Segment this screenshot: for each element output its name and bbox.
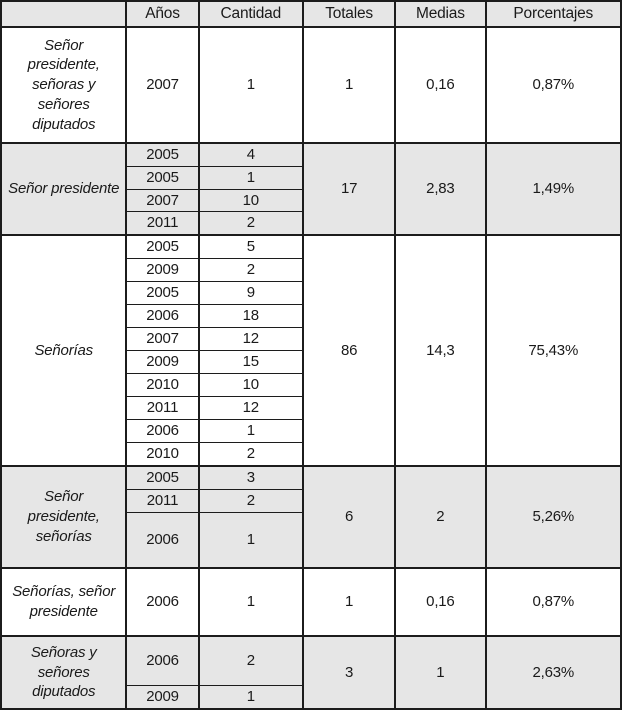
- totals-cell: 86: [301, 234, 397, 467]
- quantity-cell: 1: [197, 418, 304, 443]
- header-cantidad: Cantidad: [197, 0, 304, 28]
- header-row: Años Cantidad Totales Medias Porcentajes: [0, 0, 622, 28]
- header-anos: Años: [125, 0, 200, 28]
- quantity-cell: 15: [197, 349, 304, 374]
- totals-cell: 1: [301, 26, 397, 144]
- totals-cell: 17: [301, 141, 397, 237]
- year-cell: 2005: [125, 464, 200, 490]
- totals-cell: 6: [301, 464, 397, 570]
- percentage-cell: 0,87%: [484, 567, 622, 638]
- year-cell: 2007: [125, 26, 200, 144]
- table-row: Señorías, señor presidente 2006 1 1 0,16 0,87…: [0, 567, 622, 638]
- quantity-cell: 1: [197, 165, 304, 190]
- table-header: Años Cantidad Totales Medias Porcentajes: [0, 0, 622, 28]
- medias-cell: 1: [394, 635, 487, 711]
- table-row: Señor presidente, señorías 2005 3 6 2 5,26%: [0, 464, 622, 570]
- year-cell: 2006: [125, 303, 200, 328]
- year-cell: 2009: [125, 257, 200, 282]
- table-row: Señor presidente 2005 4 17 2,83 1,49%: [0, 141, 622, 237]
- quantity-cell: 2: [197, 257, 304, 282]
- medias-cell: 2: [394, 464, 487, 570]
- year-cell: 2005: [125, 141, 200, 167]
- quantity-cell: 1: [197, 26, 304, 144]
- quantity-cell: 10: [197, 372, 304, 397]
- medias-cell: 2,83: [394, 141, 487, 237]
- year-cell: 2005: [125, 234, 200, 259]
- table-row: Señorías 2005 5 86 14,3 75,43%: [0, 234, 622, 467]
- quantity-cell: 2: [197, 211, 304, 236]
- year-cell: 2010: [125, 372, 200, 397]
- totals-cell: 1: [301, 567, 397, 638]
- header-porcentajes: Porcentajes: [484, 0, 622, 28]
- year-cell: 2011: [125, 488, 200, 513]
- table-row: 2006 1: [1, 418, 621, 443]
- year-cell: 2007: [125, 326, 200, 351]
- totals-cell: 3: [301, 635, 397, 711]
- header-medias: Medias: [394, 0, 487, 28]
- group-label-cell: Señorías: [0, 234, 128, 467]
- percentage-cell: 2,63%: [484, 635, 622, 711]
- year-cell: 2011: [125, 395, 200, 420]
- group-label-cell: Señor presidente, señorías: [0, 464, 128, 570]
- year-cell: 2010: [125, 441, 200, 467]
- quantity-cell: 12: [197, 395, 304, 420]
- header-totales: Totales: [301, 0, 397, 28]
- table-row: 2010 10: [1, 372, 621, 397]
- quantity-cell: 5: [197, 234, 304, 259]
- quantity-cell: 12: [197, 326, 304, 351]
- quantity-cell: 1: [197, 684, 304, 710]
- quantity-cell: 10: [197, 188, 304, 213]
- year-cell: 2011: [125, 211, 200, 236]
- percentage-cell: 0,87%: [484, 26, 622, 144]
- quantity-cell: 1: [197, 567, 304, 637]
- year-cell: 2005: [125, 280, 200, 305]
- group-label-cell: Señoras y señores diputados: [0, 635, 128, 711]
- percentage-cell: 75,43%: [484, 234, 622, 467]
- year-cell: 2006: [125, 635, 200, 686]
- quantity-cell: 4: [197, 141, 304, 167]
- group-label-cell: Señor presidente: [0, 141, 128, 237]
- quantity-cell: 1: [197, 511, 304, 569]
- year-cell: 2005: [125, 165, 200, 190]
- year-cell: 2006: [125, 567, 200, 637]
- table-row: 2011 2: [1, 488, 621, 513]
- group-label-cell: Señor presidente, señoras y señores dipu…: [0, 26, 128, 144]
- year-cell: 2009: [125, 684, 200, 710]
- year-cell: 2006: [125, 511, 200, 569]
- year-cell: 2006: [125, 418, 200, 443]
- quantity-cell: 2: [197, 441, 304, 467]
- table-row: 2007 12: [1, 326, 621, 351]
- percentage-cell: 1,49%: [484, 141, 622, 237]
- percentage-cell: 5,26%: [484, 464, 622, 570]
- table-row: 2009 1: [1, 684, 621, 710]
- quantity-cell: 9: [197, 280, 304, 305]
- table-row: Señoras y señores diputados 2006 2 3 1 2,63%: [0, 635, 622, 711]
- year-cell: 2007: [125, 188, 200, 213]
- medias-cell: 0,16: [394, 26, 487, 144]
- medias-cell: 0,16: [394, 567, 487, 638]
- table-body: Señor presidente, señoras y señores dipu…: [0, 26, 622, 711]
- quantity-cell: 3: [197, 464, 304, 490]
- quantity-cell: 2: [197, 488, 304, 513]
- table-row: 2005 1: [1, 165, 621, 190]
- group-label-cell: Señorías, señor presidente: [0, 567, 128, 638]
- table-row: 2010 2: [1, 441, 621, 467]
- medias-cell: 14,3: [394, 234, 487, 467]
- header-empty-cell: [0, 0, 128, 28]
- table-row: 2011 2: [1, 211, 621, 236]
- quantity-cell: 2: [197, 635, 304, 686]
- quantity-cell: 18: [197, 303, 304, 328]
- table-row: 2011 12: [1, 395, 621, 420]
- table-row: 2006 1: [1, 511, 621, 569]
- table-row: Señor presidente, señoras y señores dipu…: [0, 26, 622, 144]
- year-cell: 2009: [125, 349, 200, 374]
